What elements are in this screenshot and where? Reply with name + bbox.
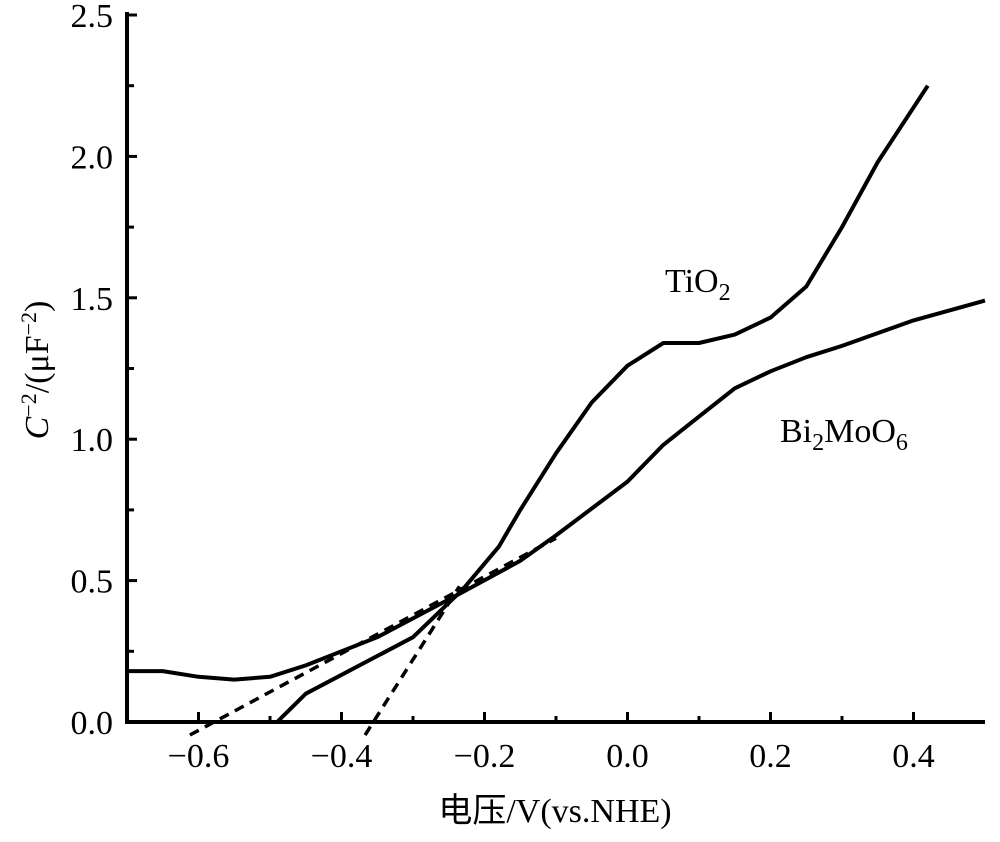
y-tick-label: 0.0 [71, 705, 114, 742]
y-tick-label: 1.0 [71, 422, 114, 459]
x-tick-label: 0.2 [749, 738, 792, 775]
x-axis-title: 电压/V(vs.NHE) [438, 792, 671, 830]
y-tick-label: 2.0 [71, 139, 114, 176]
y-tick-label: 1.5 [71, 281, 114, 318]
tangent-line-1 [363, 585, 461, 736]
series-label-bi2moo6: Bi2MoO6 [780, 413, 908, 456]
plot-marks [127, 84, 986, 737]
axes: 0.0 0.5 1.0 1.5 2.0 2.5 −0.6 −0.4 −0.2 0.0 0.2 0.4 [71, 0, 985, 775]
y-tick-label: 2.5 [71, 0, 114, 35]
series-label-tio2: TiO2 [665, 263, 731, 306]
tangent-line-0 [189, 536, 557, 737]
y-axis-title: C−2/(μF−2) [16, 301, 56, 440]
x-tick-label: −0.2 [454, 738, 516, 775]
series-line-bi2moo6 [127, 298, 986, 682]
x-tick-label: −0.4 [311, 738, 373, 775]
y-tick-label: 0.5 [71, 564, 114, 601]
x-tick-label: 0.4 [892, 738, 935, 775]
x-tick-label: 0.0 [606, 738, 649, 775]
x-tick-label: −0.6 [168, 738, 230, 775]
series-line-tio2 [275, 84, 930, 724]
